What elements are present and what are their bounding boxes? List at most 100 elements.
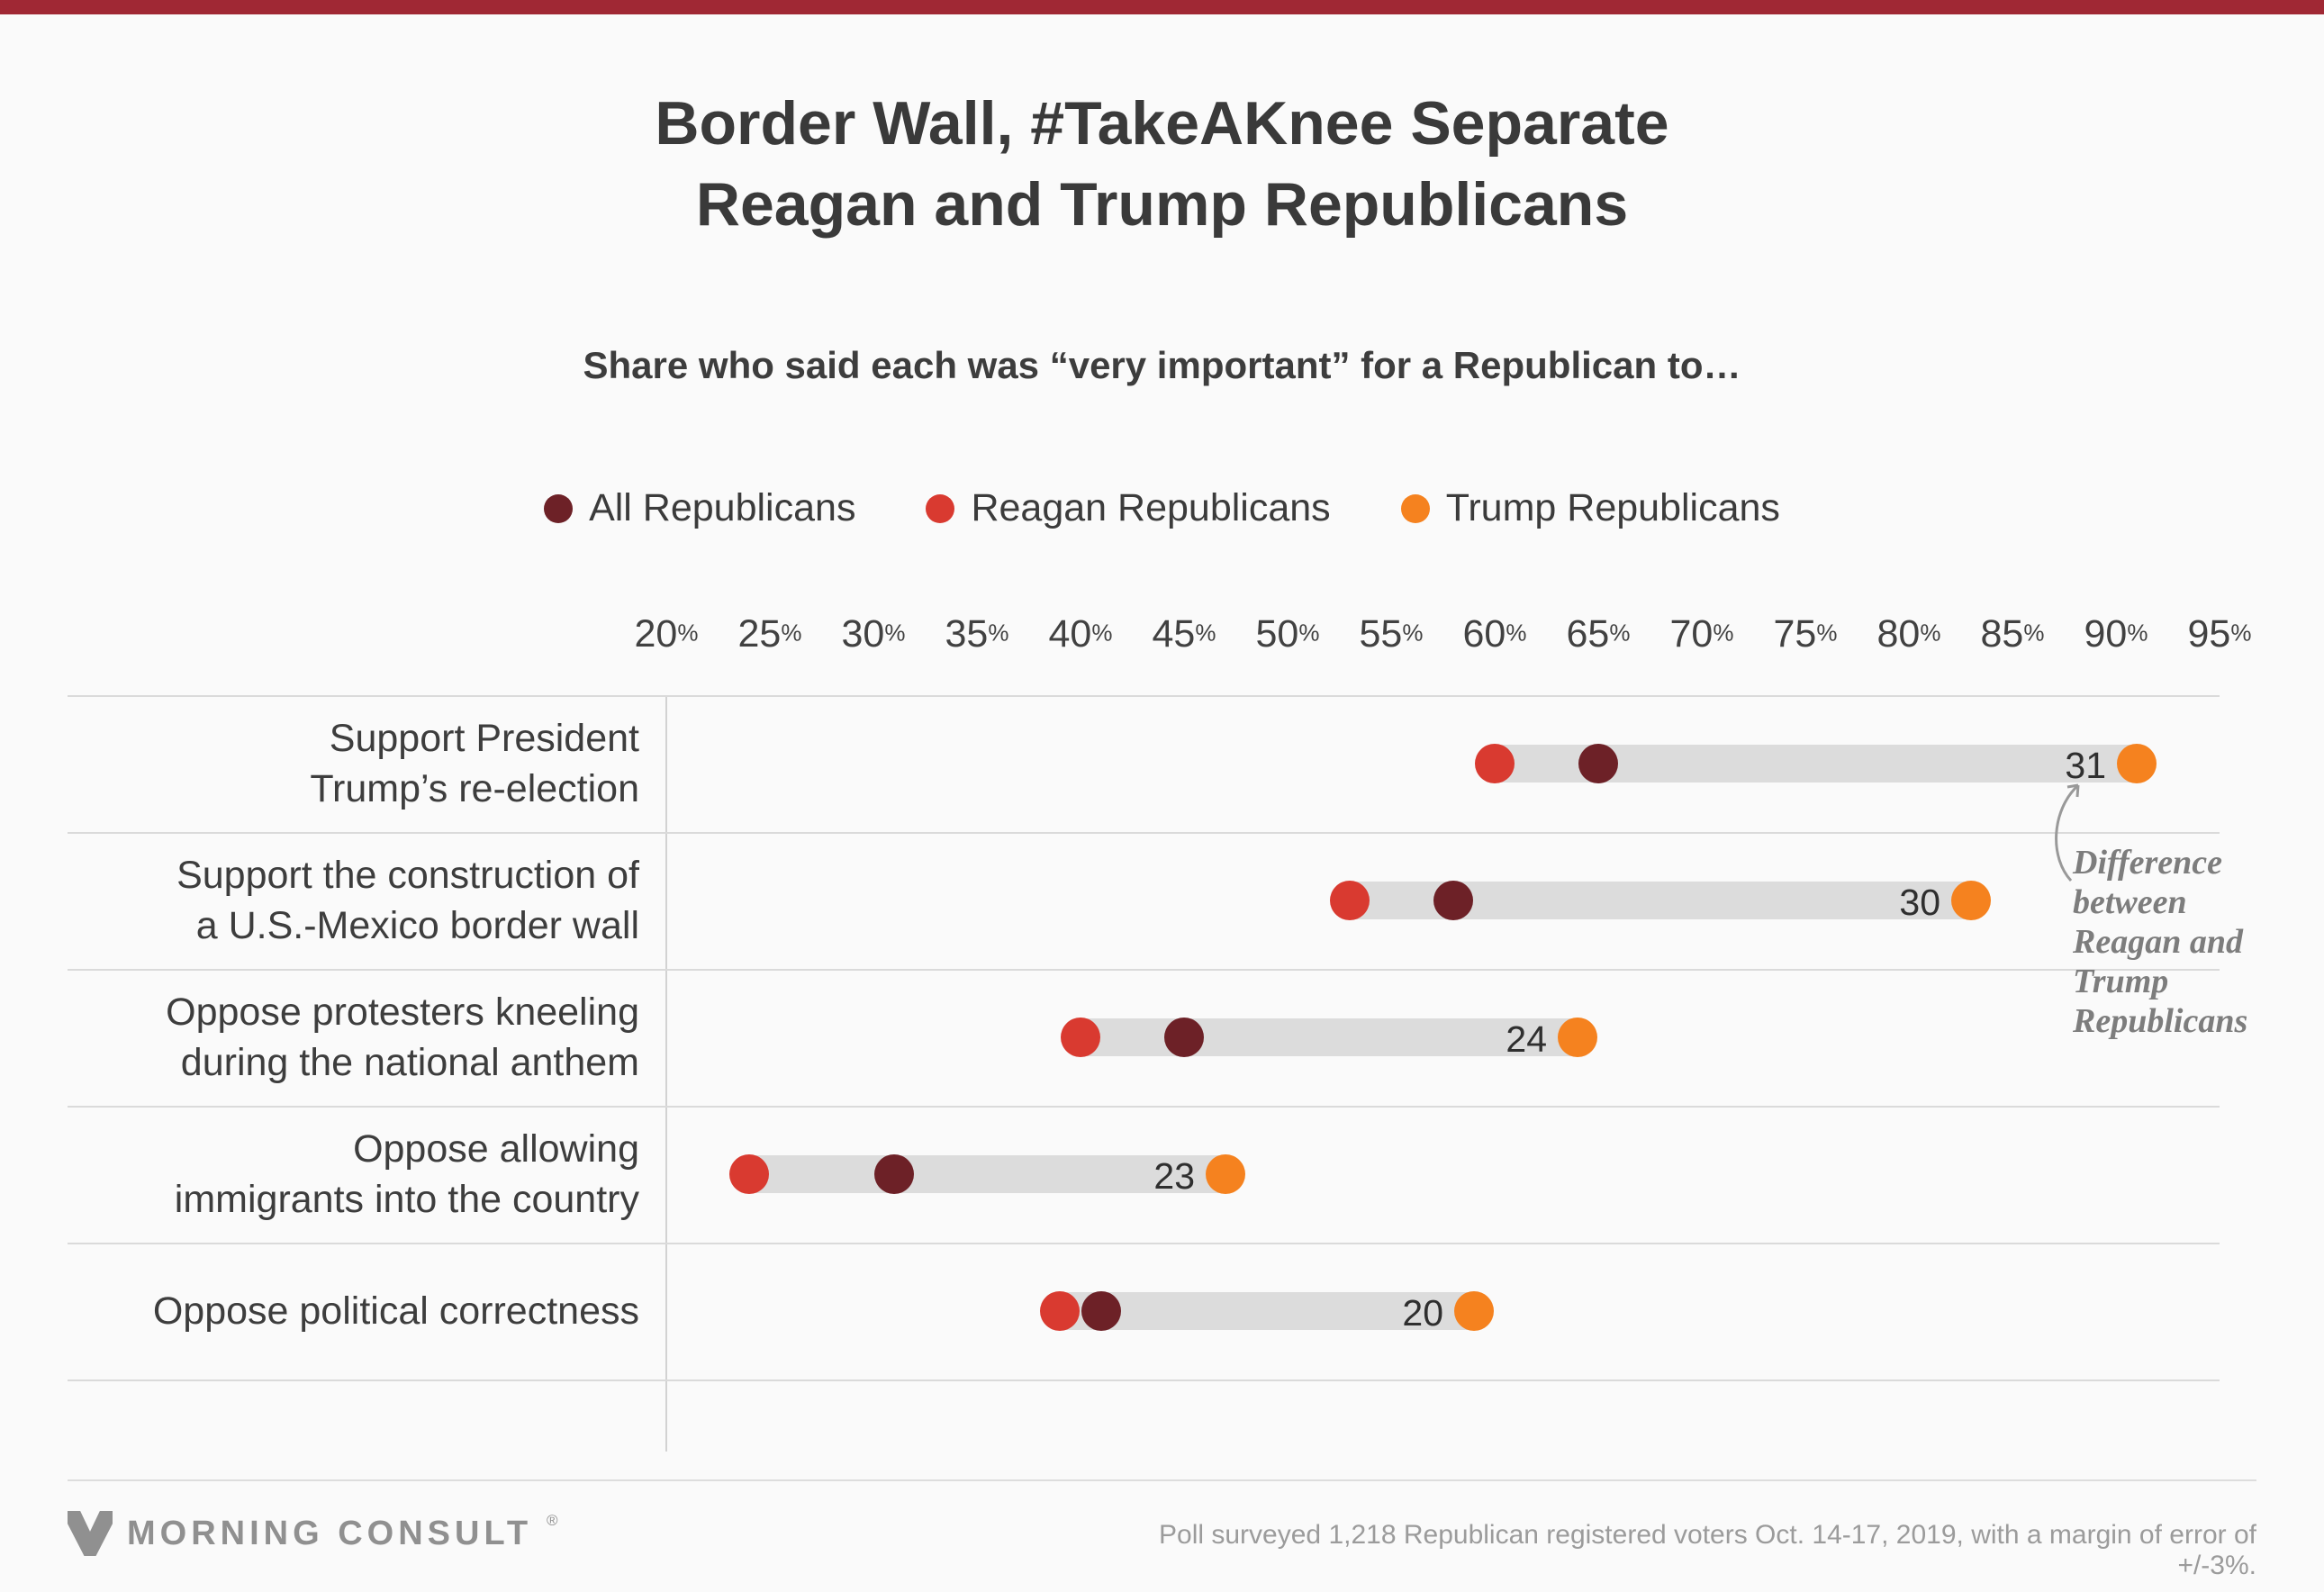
legend-item: Trump Republicans xyxy=(1400,486,1780,530)
tick-value: 30 xyxy=(841,612,885,656)
reagan-republicans-dot xyxy=(1061,1018,1100,1057)
category-label: Oppose political correctness xyxy=(152,1289,639,1333)
range-bar xyxy=(1081,1018,1578,1056)
axis-tick-label: 30% xyxy=(810,612,936,656)
axis-tick-label: 40% xyxy=(1017,612,1144,656)
tick-value: 25 xyxy=(737,612,782,656)
morning-consult-brand: MORNING CONSULT ® xyxy=(68,1511,558,1556)
legend-dot-icon xyxy=(926,493,955,523)
source-note: Poll surveyed 1,218 Republican registere… xyxy=(1159,1520,2256,1580)
all-republicans-dot xyxy=(874,1154,914,1194)
row-separator xyxy=(68,1106,2220,1108)
tick-value: 40 xyxy=(1048,612,1092,656)
tick-unit: % xyxy=(1713,619,1734,647)
range-bar xyxy=(1060,1292,1474,1330)
trump-republicans-dot xyxy=(2117,744,2157,783)
tick-value: 90 xyxy=(2084,612,2128,656)
reagan-republicans-dot xyxy=(1475,744,1515,783)
tick-value: 20 xyxy=(634,612,678,656)
legend-label: Reagan Republicans xyxy=(971,486,1331,529)
brand-wordmark: MORNING CONSULT xyxy=(127,1514,533,1552)
legend-dot-icon xyxy=(544,493,574,523)
tick-value: 75 xyxy=(1773,612,1817,656)
difference-annotation: Difference between Reagan and Trump Repu… xyxy=(2073,844,2248,1040)
tick-value: 80 xyxy=(1876,612,1921,656)
morning-consult-logo-icon xyxy=(68,1511,113,1556)
tick-value: 60 xyxy=(1462,612,1506,656)
axis-tick-label: 20% xyxy=(603,612,729,656)
trump-republicans-dot xyxy=(1951,881,1991,920)
reagan-republicans-dot xyxy=(729,1154,769,1194)
difference-label: 23 xyxy=(1153,1155,1195,1197)
range-bar xyxy=(749,1155,1225,1193)
axis-tick-label: 85% xyxy=(1949,612,2075,656)
registered-mark: ® xyxy=(547,1512,558,1529)
difference-label: 30 xyxy=(1899,882,1940,923)
axis-tick-label: 45% xyxy=(1121,612,1247,656)
tick-value: 35 xyxy=(945,612,989,656)
tick-unit: % xyxy=(988,619,1009,647)
all-republicans-dot xyxy=(1081,1291,1121,1331)
axis-tick-label: 25% xyxy=(707,612,833,656)
category-label: Support the construction of a U.S.-Mexic… xyxy=(176,854,639,947)
tick-value: 95 xyxy=(2187,612,2231,656)
legend-item: Reagan Republicans xyxy=(926,486,1331,530)
legend-label: All Republicans xyxy=(589,486,856,529)
tick-unit: % xyxy=(1920,619,1941,647)
category-label: Oppose allowing immigrants into the coun… xyxy=(174,1127,639,1221)
tick-unit: % xyxy=(1091,619,1113,647)
axis-tick-label: 90% xyxy=(2053,612,2179,656)
axis-tick-label: 95% xyxy=(2157,612,2283,656)
axis-tick-label: 65% xyxy=(1535,612,1661,656)
annotation-arrow-icon xyxy=(2055,783,2080,882)
tick-unit: % xyxy=(884,619,906,647)
chart-title: Border Wall, #TakeAKnee Separate Reagan … xyxy=(655,89,1669,239)
x-axis: 20% 25% 30% 35% 40% 45% 50% 55% 60% 65% 70% 75% 80% 8… xyxy=(0,612,2324,666)
all-republicans-dot xyxy=(1433,881,1473,920)
footer-divider xyxy=(68,1479,2256,1481)
difference-label: 31 xyxy=(2065,745,2106,786)
tick-value: 85 xyxy=(1980,612,2024,656)
trump-republicans-dot xyxy=(1206,1154,1245,1194)
tick-value: 65 xyxy=(1566,612,1610,656)
row-separator xyxy=(68,832,2220,834)
row-separator xyxy=(68,695,2220,697)
axis-tick-label: 75% xyxy=(1742,612,1868,656)
tick-unit: % xyxy=(1402,619,1424,647)
tick-unit: % xyxy=(2127,619,2148,647)
chart-subtitle: Share who said each was “very important”… xyxy=(583,344,1741,386)
difference-label: 20 xyxy=(1402,1292,1443,1334)
legend-dot-icon xyxy=(1400,493,1430,523)
difference-label: 24 xyxy=(1506,1018,1547,1060)
tick-unit: % xyxy=(2023,619,2045,647)
tick-value: 70 xyxy=(1669,612,1714,656)
tick-unit: % xyxy=(781,619,802,647)
legend: All Republicans Reagan Republicans Trump R… xyxy=(0,486,2324,530)
axis-tick-label: 80% xyxy=(1846,612,1972,656)
tick-unit: % xyxy=(1195,619,1216,647)
axis-tick-label: 55% xyxy=(1328,612,1454,656)
all-republicans-dot xyxy=(1578,744,1618,783)
tick-value: 55 xyxy=(1359,612,1403,656)
tick-unit: % xyxy=(1816,619,1838,647)
row-separator xyxy=(68,1379,2220,1381)
axis-tick-label: 50% xyxy=(1225,612,1351,656)
legend-label: Trump Republicans xyxy=(1445,486,1780,529)
all-republicans-dot xyxy=(1164,1018,1204,1057)
legend-item: All Republicans xyxy=(544,486,855,530)
reagan-republicans-dot xyxy=(1330,881,1370,920)
brand-accent-bar xyxy=(0,0,2324,14)
trump-republicans-dot xyxy=(1558,1018,1597,1057)
tick-value: 45 xyxy=(1152,612,1196,656)
axis-tick-label: 60% xyxy=(1432,612,1558,656)
reagan-republicans-dot xyxy=(1040,1291,1080,1331)
trump-republicans-dot xyxy=(1454,1291,1494,1331)
tick-unit: % xyxy=(1609,619,1631,647)
row-separator xyxy=(68,969,2220,971)
tick-value: 50 xyxy=(1255,612,1299,656)
category-label: Oppose protesters kneeling during the na… xyxy=(166,990,639,1084)
tick-unit: % xyxy=(1506,619,1527,647)
tick-unit: % xyxy=(677,619,699,647)
axis-tick-label: 70% xyxy=(1639,612,1765,656)
